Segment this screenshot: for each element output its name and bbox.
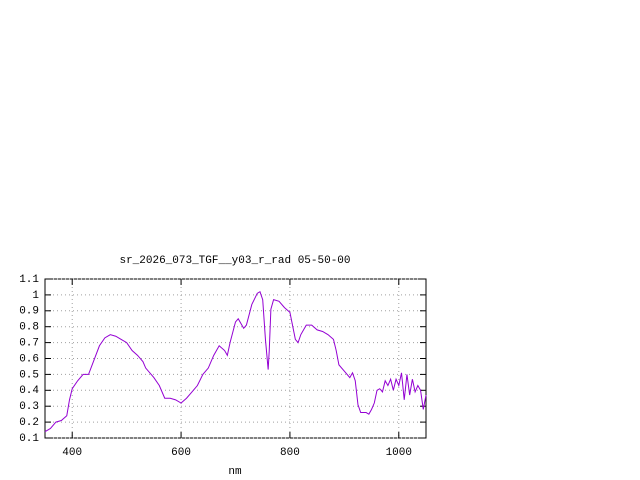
x-tick-label: 1000 — [386, 447, 412, 459]
data-line — [44, 290, 427, 433]
y-tick-label: 0.2 — [19, 417, 39, 429]
y-tick-label: 1.1 — [19, 274, 39, 286]
y-tick-label: 0.3 — [19, 401, 39, 413]
x-tick-label: 800 — [280, 447, 300, 459]
y-tick-label: 0.7 — [19, 338, 39, 350]
y-tick-label: 0.5 — [19, 369, 39, 381]
x-axis-label: nm — [228, 466, 242, 478]
y-tick-label: 0.1 — [19, 433, 39, 445]
y-tick-label: 0.6 — [19, 353, 39, 365]
chart-title: sr_2026_073_TGF__y03_r_rad 05-50-00 — [119, 255, 350, 267]
x-tick-label: 600 — [171, 447, 191, 459]
y-tick-label: 0.4 — [19, 385, 39, 397]
y-tick-label: 0.9 — [19, 306, 39, 318]
x-tick-label: 400 — [62, 447, 82, 459]
y-tick-label: 0.8 — [19, 322, 39, 334]
y-tick-label: 1 — [32, 290, 39, 302]
